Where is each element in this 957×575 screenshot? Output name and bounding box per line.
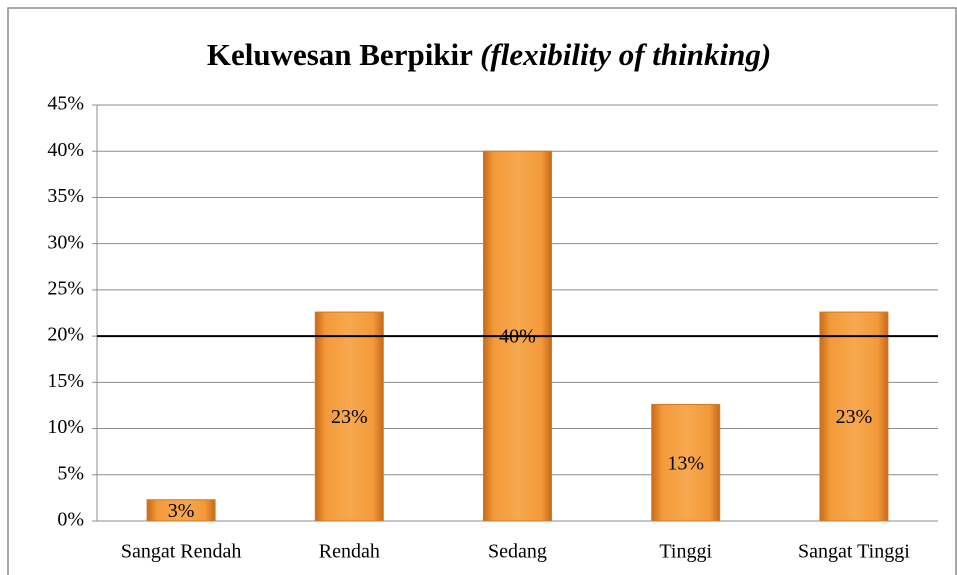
y-tick-label: 20% — [47, 324, 84, 346]
y-tick-label: 25% — [47, 277, 84, 299]
y-tick-label: 35% — [47, 185, 84, 207]
y-tick-label: 30% — [47, 231, 84, 253]
data-label: 23% — [331, 406, 368, 428]
bar — [819, 311, 889, 522]
y-tick-label: 5% — [57, 462, 84, 484]
y-tick-label: 10% — [47, 416, 84, 438]
y-tick-label: 15% — [47, 370, 84, 392]
title-note: (flexibility of thinking) — [480, 37, 771, 72]
y-tick-label: 40% — [47, 139, 84, 161]
chart-frame — [7, 7, 957, 575]
bar — [314, 311, 384, 522]
y-tick-label: 0% — [57, 509, 84, 531]
data-label: 3% — [168, 500, 195, 522]
x-tick-label: Sangat Rendah — [121, 541, 242, 563]
title-main: Keluwesan Berpikir — [207, 37, 473, 72]
x-tick-label: Sedang — [488, 541, 547, 563]
bar — [146, 499, 216, 522]
x-tick-label: Rendah — [319, 541, 380, 563]
bar — [651, 404, 721, 522]
data-label: 23% — [836, 406, 873, 428]
y-tick-label: 45% — [47, 93, 84, 115]
x-tick-label: Sangat Tinggi — [798, 541, 910, 563]
chart-title: Keluwesan Berpikir (flexibility of think… — [207, 37, 771, 72]
x-tick-label: Tinggi — [659, 541, 712, 563]
data-label: 13% — [667, 452, 704, 474]
